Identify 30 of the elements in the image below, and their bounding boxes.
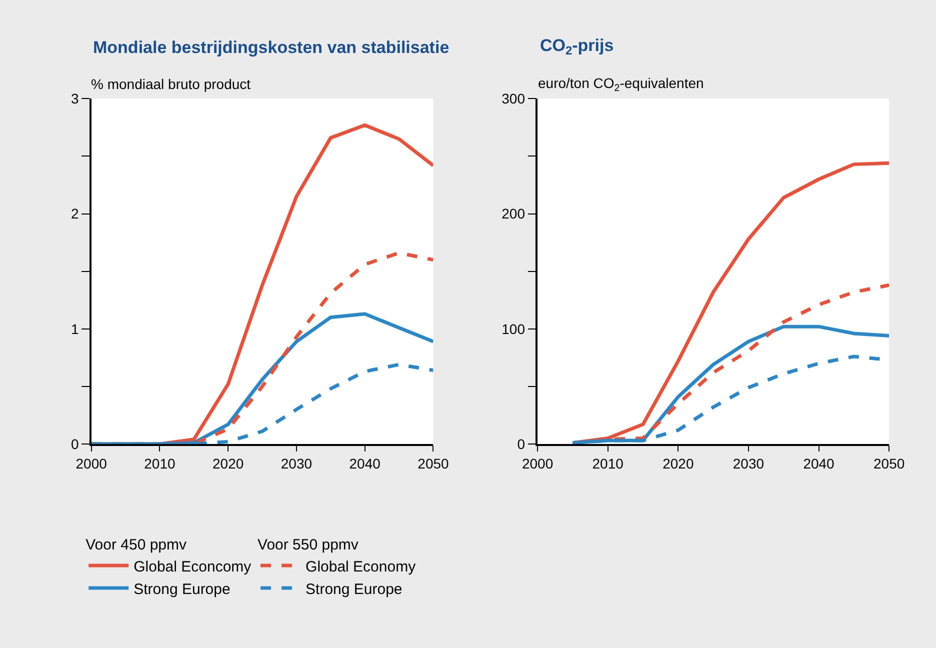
x-tick-label: 2010	[144, 456, 176, 472]
x-tick-label: 2020	[662, 456, 694, 472]
chart-title: Mondiale bestrijdingskosten van stabilisatie	[93, 38, 450, 57]
y-tick-label: 3	[70, 90, 79, 107]
y-tick-label: 1	[70, 320, 79, 337]
x-tick-label: 2000	[522, 456, 554, 472]
x-tick-label: 2040	[803, 456, 835, 472]
y-tick-label: 300	[502, 90, 526, 107]
legend-label: Global Econcomy	[134, 558, 252, 576]
chart-title: CO$_{2}$-prijs	[540, 36, 614, 58]
x-tick-label: 2050	[418, 456, 450, 472]
y-tick-label: 2	[70, 206, 79, 222]
x-tick-label: 2040	[349, 456, 381, 472]
y-tick-label: 0	[517, 436, 526, 452]
y-tick-label: 100	[502, 320, 526, 337]
x-tick-label: 2030	[732, 456, 764, 472]
x-tick-label: 2020	[212, 456, 244, 472]
legend-label: Strong Europe	[306, 580, 402, 598]
legend-label: Global Economy	[306, 558, 416, 576]
y-axis-title: euro/ton CO$_{2}$-equivalenten	[538, 75, 704, 94]
y-tick-label: 0	[70, 436, 79, 452]
x-tick-label: 2000	[76, 456, 108, 472]
x-tick-label: 2050	[874, 456, 905, 472]
text: Voor 550 ppmv	[258, 536, 358, 554]
x-tick-label: 2010	[592, 456, 624, 472]
y-axis-title: % mondiaal bruto product	[91, 76, 251, 92]
text: Voor 450 ppmv	[86, 536, 187, 554]
legend-label: Strong Europe	[134, 580, 230, 598]
y-tick-label: 200	[502, 206, 526, 222]
x-tick-label: 2030	[280, 456, 312, 472]
